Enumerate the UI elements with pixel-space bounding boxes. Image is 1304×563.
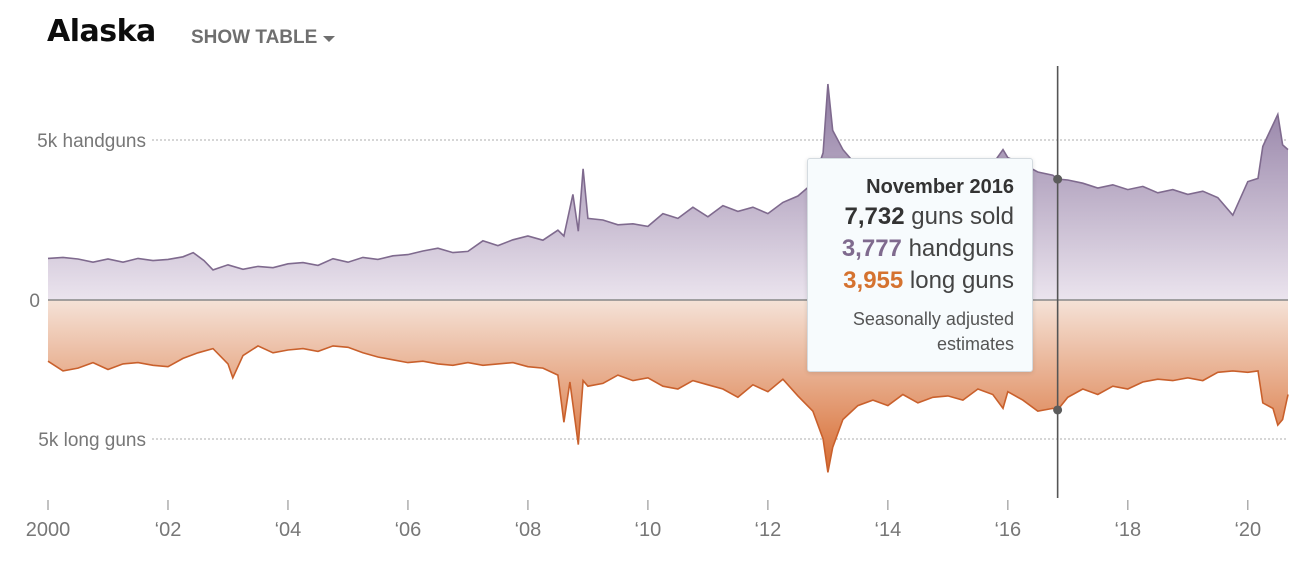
x-label-2012: ‘12	[755, 519, 782, 541]
handguns-area	[48, 84, 1288, 300]
longguns-area	[48, 300, 1288, 473]
y-label-5k-handguns: 5k handguns	[37, 131, 146, 152]
tooltip-handguns-label: handguns	[908, 235, 1014, 262]
x-label-2018: ‘18	[1114, 519, 1141, 541]
x-label-2008: ‘08	[515, 519, 542, 541]
tooltip-note: Seasonally adjusted estimates	[852, 309, 1014, 354]
show-table-button[interactable]: SHOW TABLE	[191, 27, 336, 49]
tooltip-total-value: 7,732	[844, 203, 905, 230]
tooltip-total: 7,732 guns sold	[818, 201, 1014, 233]
x-label-2002: ‘02	[155, 519, 182, 541]
x-label-2014: ‘14	[875, 519, 902, 541]
hover-marker-longguns	[1053, 405, 1063, 415]
x-label-2010: ‘10	[635, 519, 662, 541]
tooltip-handguns: 3,777 handguns	[818, 233, 1014, 265]
tooltip-longguns-value: 3,955	[843, 267, 904, 294]
x-label-2020: ‘20	[1234, 519, 1261, 541]
tooltip-longguns-label: long guns	[909, 267, 1014, 294]
tooltip-date: November 2016	[866, 176, 1014, 198]
page-title: Alaska	[47, 14, 156, 49]
longguns-line	[47, 344, 1289, 473]
tooltip-total-label: guns sold	[911, 203, 1014, 230]
caret-down-icon	[323, 36, 336, 42]
x-label-2006: ‘06	[395, 519, 422, 541]
x-label-2016: ‘16	[994, 519, 1021, 541]
show-table-label: SHOW TABLE	[191, 27, 318, 48]
hover-marker-handguns	[1053, 174, 1063, 184]
y-label-zero: 0	[29, 291, 40, 312]
tooltip-handguns-value: 3,777	[841, 235, 902, 262]
hover-tooltip: November 2016 7,732 guns sold 3,777 hand…	[807, 158, 1033, 372]
y-label-5k-longguns: 5k long guns	[38, 430, 146, 451]
x-label-2004: ‘04	[275, 519, 302, 541]
handguns-line	[47, 83, 1289, 271]
x-label-2000: 2000	[26, 519, 71, 541]
tooltip-longguns: 3,955 long guns	[818, 265, 1014, 297]
